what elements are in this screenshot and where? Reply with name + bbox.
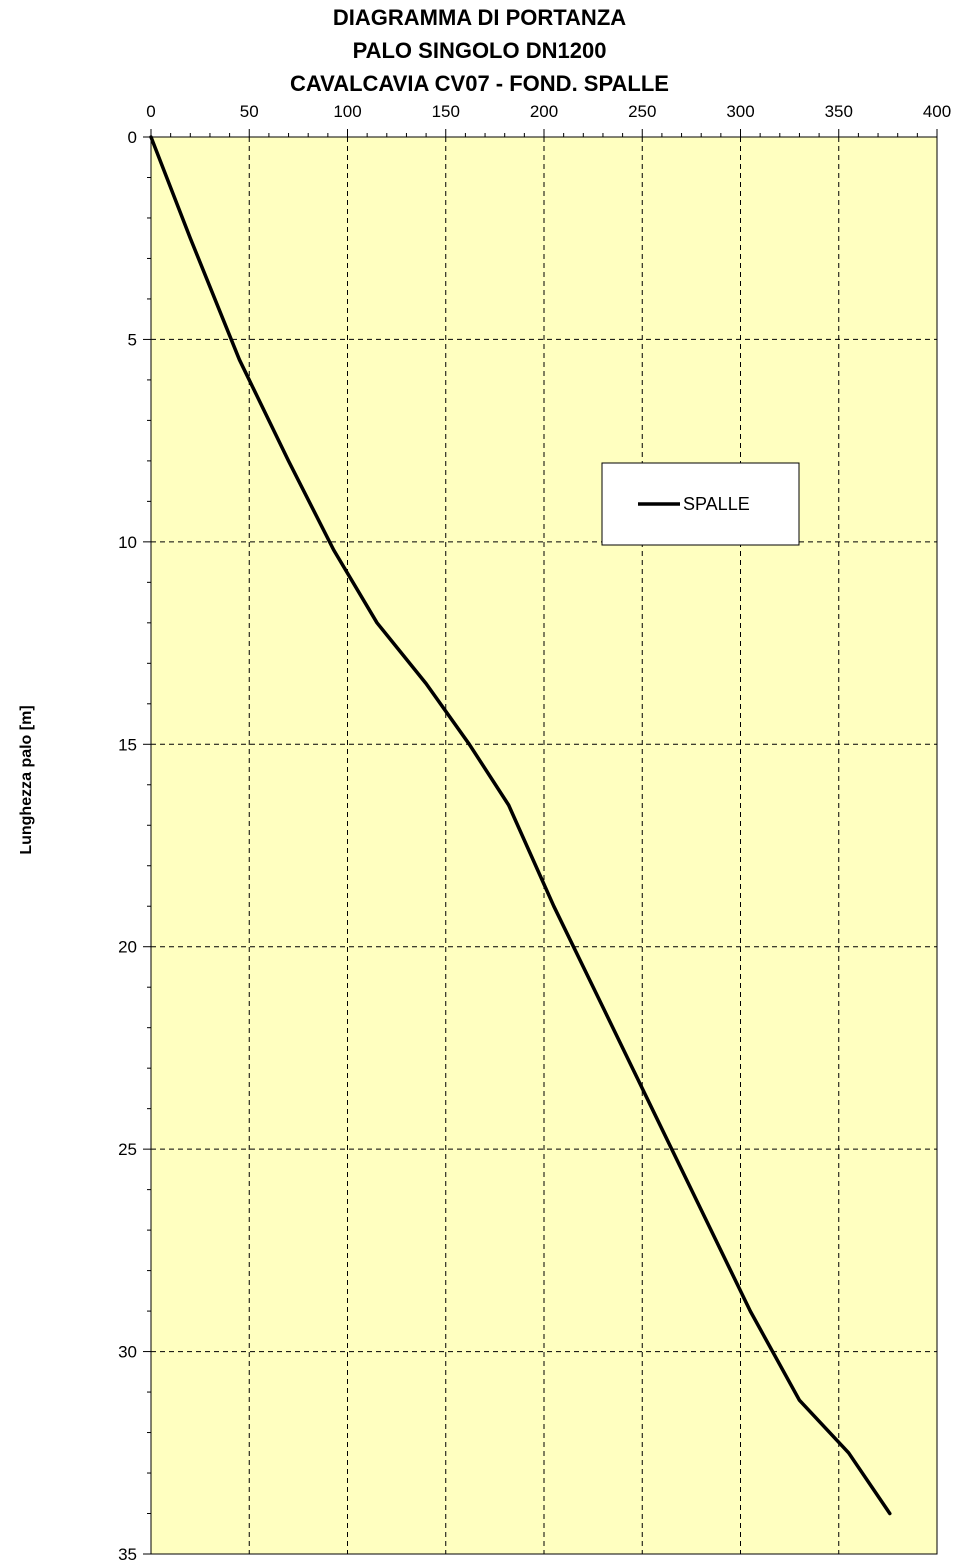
y-tick-label: 30	[118, 1343, 137, 1362]
x-tick-label: 250	[628, 102, 656, 121]
x-tick-label: 0	[146, 102, 155, 121]
chart-title-line-3: CAVALCAVIA CV07 - FOND. SPALLE	[290, 71, 669, 96]
chart-title-line-2: PALO SINGOLO DN1200	[352, 38, 607, 63]
y-tick-label: 25	[118, 1140, 137, 1159]
y-tick-label: 5	[128, 330, 137, 349]
legend-label: SPALLE	[683, 494, 750, 514]
y-tick-label: 10	[118, 533, 137, 552]
chart-title-line-1: DIAGRAMMA DI PORTANZA	[332, 5, 627, 30]
x-tick-label: 400	[923, 102, 951, 121]
series-line	[149, 135, 892, 1516]
legend: SPALLE	[601, 462, 800, 546]
plot-area	[151, 137, 937, 1554]
y-tick-label: 35	[118, 1545, 137, 1564]
y-tick-label: 15	[118, 735, 137, 754]
x-tick-label: 150	[432, 102, 460, 121]
legend-box	[601, 462, 800, 546]
x-tick-label: 50	[240, 102, 259, 121]
x-tick-label: 350	[825, 102, 853, 121]
x-tick-label: 200	[530, 102, 558, 121]
y-tick-label: 0	[128, 128, 137, 147]
x-tick-label: 300	[726, 102, 754, 121]
x-tick-label: 100	[333, 102, 361, 121]
y-tick-label: 20	[118, 938, 137, 957]
